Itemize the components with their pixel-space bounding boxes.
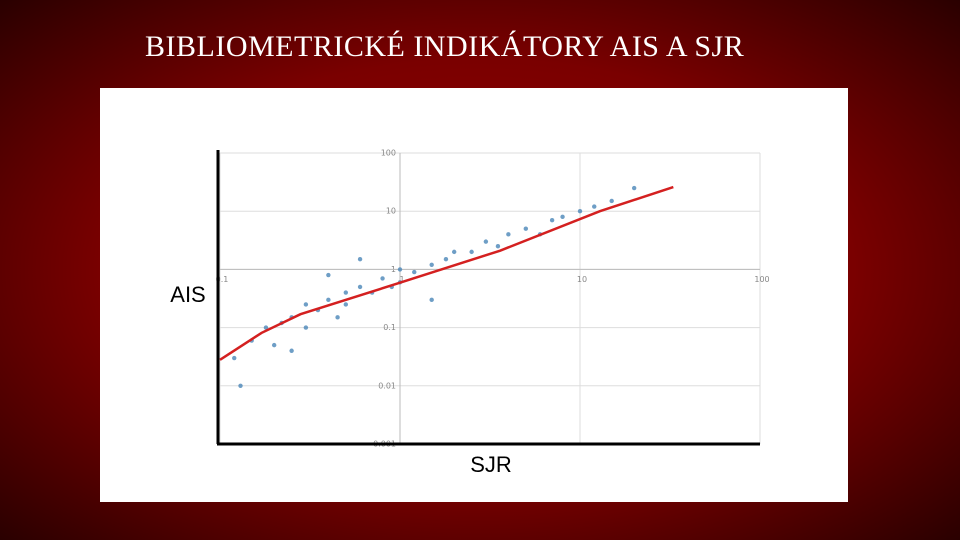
- scatter-point: [631, 185, 637, 191]
- scatter-point: [549, 218, 555, 223]
- scatter-point: [343, 290, 349, 295]
- scatter-point: [609, 198, 614, 204]
- scatter-point: [271, 342, 277, 348]
- scatter-point: [592, 204, 597, 209]
- scatter-point: [335, 315, 340, 320]
- x-tick-label: 100: [754, 275, 769, 284]
- scatter-point: [343, 302, 349, 307]
- scatter-point: [495, 244, 501, 249]
- scatter-point: [506, 232, 511, 237]
- scatter-point: [289, 348, 294, 353]
- x-tick-label: 10: [577, 275, 587, 284]
- scatter-point: [357, 284, 363, 290]
- trend-line: [219, 185, 674, 361]
- scatter-point: [429, 297, 434, 303]
- scatter-point: [577, 209, 583, 214]
- scatter-point: [303, 325, 309, 330]
- scatter-point: [451, 249, 457, 255]
- scatter-point: [303, 302, 309, 307]
- y-tick-label: 100: [381, 149, 396, 158]
- y-axis-label: AIS: [170, 282, 205, 307]
- slide-title: BIBLIOMETRICKÉ INDIKÁTORY AIS A SJR: [145, 30, 745, 63]
- y-tick-label: 10: [386, 207, 396, 216]
- x-tick-label: 0.1: [216, 275, 229, 284]
- scatter-point: [412, 269, 417, 275]
- scatter-point: [483, 239, 489, 244]
- y-tick-label: 0.01: [378, 381, 396, 390]
- x-tick-label: 1: [399, 275, 404, 284]
- x-axis-label: SJR: [470, 452, 512, 477]
- scatter-point: [263, 325, 269, 330]
- scatter-point: [232, 355, 237, 361]
- scatter-point: [238, 383, 243, 388]
- scatter-point: [357, 256, 363, 262]
- scatter-point: [523, 226, 529, 231]
- scatter-point: [397, 267, 403, 272]
- scatter-point: [443, 256, 449, 262]
- y-tick-label: 0.1: [383, 323, 396, 332]
- scatter-point: [326, 272, 331, 278]
- scatter-point: [380, 276, 385, 281]
- scatter-point: [429, 262, 434, 267]
- scatter-point: [560, 214, 565, 220]
- scatter-point: [326, 297, 331, 303]
- chart-panel: [100, 88, 848, 502]
- scatter-point: [469, 249, 474, 255]
